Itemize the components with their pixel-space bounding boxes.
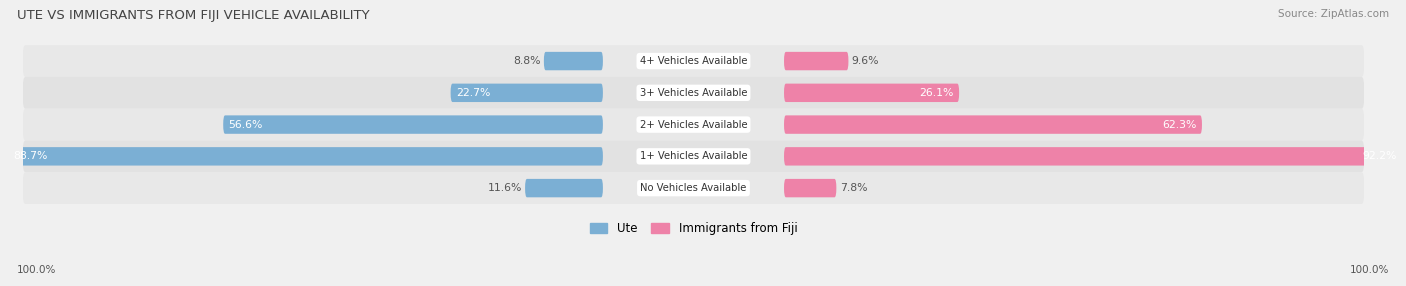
- FancyBboxPatch shape: [22, 109, 1364, 140]
- Text: 22.7%: 22.7%: [456, 88, 491, 98]
- FancyBboxPatch shape: [22, 45, 1364, 77]
- Text: 88.7%: 88.7%: [13, 151, 48, 161]
- FancyBboxPatch shape: [785, 115, 1202, 134]
- FancyBboxPatch shape: [544, 52, 603, 70]
- Text: 1+ Vehicles Available: 1+ Vehicles Available: [640, 151, 747, 161]
- Text: 9.6%: 9.6%: [852, 56, 879, 66]
- Text: UTE VS IMMIGRANTS FROM FIJI VEHICLE AVAILABILITY: UTE VS IMMIGRANTS FROM FIJI VEHICLE AVAI…: [17, 9, 370, 21]
- Text: 62.3%: 62.3%: [1163, 120, 1197, 130]
- FancyBboxPatch shape: [785, 179, 837, 197]
- Legend: Ute, Immigrants from Fiji: Ute, Immigrants from Fiji: [589, 222, 797, 235]
- FancyBboxPatch shape: [785, 52, 848, 70]
- FancyBboxPatch shape: [785, 147, 1403, 166]
- Text: Source: ZipAtlas.com: Source: ZipAtlas.com: [1278, 9, 1389, 19]
- FancyBboxPatch shape: [224, 115, 603, 134]
- Text: 11.6%: 11.6%: [488, 183, 522, 193]
- FancyBboxPatch shape: [8, 147, 603, 166]
- Text: 7.8%: 7.8%: [839, 183, 868, 193]
- Text: No Vehicles Available: No Vehicles Available: [640, 183, 747, 193]
- FancyBboxPatch shape: [524, 179, 603, 197]
- Text: 92.2%: 92.2%: [1362, 151, 1398, 161]
- Text: 8.8%: 8.8%: [513, 56, 540, 66]
- Text: 4+ Vehicles Available: 4+ Vehicles Available: [640, 56, 747, 66]
- Text: 100.0%: 100.0%: [1350, 265, 1389, 275]
- Text: 2+ Vehicles Available: 2+ Vehicles Available: [640, 120, 747, 130]
- FancyBboxPatch shape: [785, 84, 959, 102]
- FancyBboxPatch shape: [22, 172, 1364, 204]
- Text: 100.0%: 100.0%: [17, 265, 56, 275]
- FancyBboxPatch shape: [22, 77, 1364, 109]
- FancyBboxPatch shape: [450, 84, 603, 102]
- Text: 26.1%: 26.1%: [920, 88, 953, 98]
- Text: 3+ Vehicles Available: 3+ Vehicles Available: [640, 88, 747, 98]
- Text: 56.6%: 56.6%: [229, 120, 263, 130]
- FancyBboxPatch shape: [22, 140, 1364, 172]
